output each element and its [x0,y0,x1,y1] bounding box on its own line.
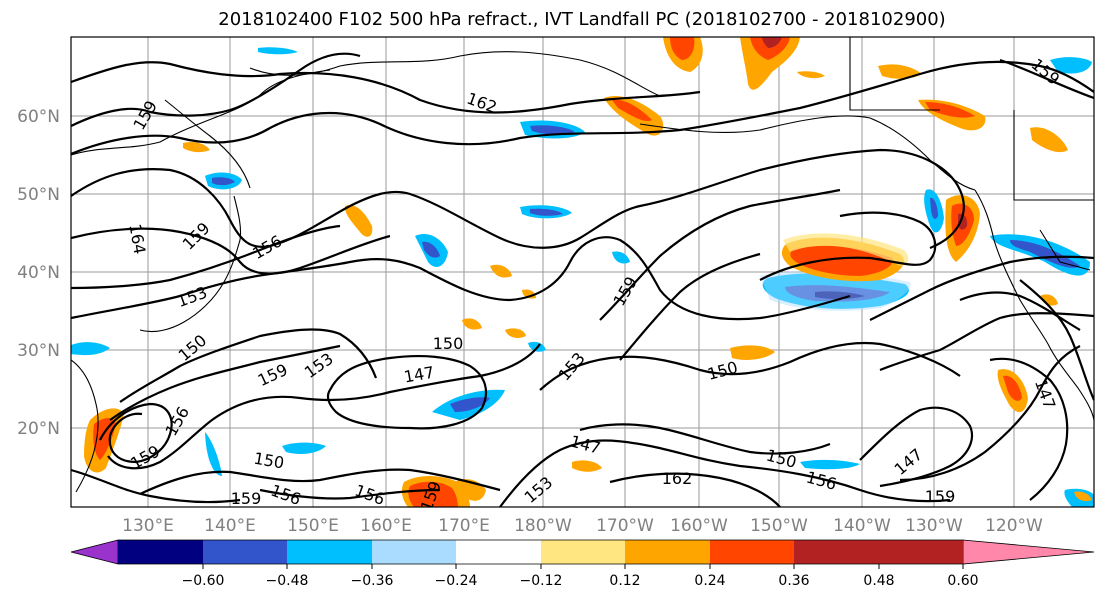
contour-label: 159 [925,487,956,506]
colorbar-bin [710,540,794,564]
colorbar-tick-label: −0.60 [182,573,225,589]
colorbar-tick-label: 0.48 [863,573,894,589]
map-panel: 159 162 159 164 159 156 153 150 159 153 … [71,37,1094,508]
lon-label: 130°E [122,516,174,536]
colorbar-tick-label: 0.60 [947,573,978,589]
colorbar-tick-label: −0.48 [266,573,309,589]
colorbar-tick-label: 0.36 [778,573,809,589]
colorbar-tick-label: 0.12 [609,573,640,589]
colorbar-bin [203,540,287,564]
lon-label: 170°E [438,516,490,536]
colorbar-bin [625,540,710,564]
latitude-labels: 60°N 50°N 40°N 30°N 20°N [17,107,60,439]
lat-label: 40°N [17,263,60,283]
lat-label: 20°N [17,419,60,439]
colorbar-tick-label: 0.24 [694,573,725,589]
contour-label: 162 [662,469,693,488]
map-frame [70,36,1095,508]
lon-label: 160°E [360,516,412,536]
colorbar-tick-label: −0.36 [351,573,394,589]
lon-label: 140°W [833,516,891,536]
contour-label: 159 [231,489,262,508]
colorbar-bin [541,540,625,564]
map-title: 2018102400 F102 500 hPa refract., IVT La… [218,9,945,30]
colorbar-bin [794,540,879,564]
longitude-labels: 130°E 140°E 150°E 160°E 170°E 180°W 170°… [122,516,1043,536]
colorbar-bin [372,540,456,564]
colorbar-ticks [202,564,964,569]
colorbar-bin [287,540,372,564]
colorbar-bin [879,540,963,564]
contour-label: 150 [433,334,464,353]
lon-label: 180°W [514,516,572,536]
height-contours [71,52,1094,507]
shaded-anomaly-field [71,37,1094,507]
lon-label: 140°E [204,516,256,536]
lon-label: 150°W [750,516,808,536]
colorbar-extend-min [70,539,119,565]
lat-label: 30°N [17,341,60,361]
lon-label: 150°E [287,516,339,536]
colorbar-bin [118,540,203,564]
colorbar-tick-label: −0.12 [520,573,563,589]
colorbar-tick-label: −0.24 [435,573,478,589]
colorbar: −0.60 −0.48 −0.36 −0.24 −0.12 0.12 0.24 … [70,539,1095,589]
lon-label: 160°W [670,516,728,536]
colorbar-extend-max [962,539,1095,565]
lon-label: 120°W [985,516,1043,536]
lat-label: 60°N [17,107,60,127]
lat-label: 50°N [17,185,60,205]
colorbar-bin [456,540,541,564]
lon-label: 170°W [596,516,654,536]
lon-label: 130°W [905,516,963,536]
